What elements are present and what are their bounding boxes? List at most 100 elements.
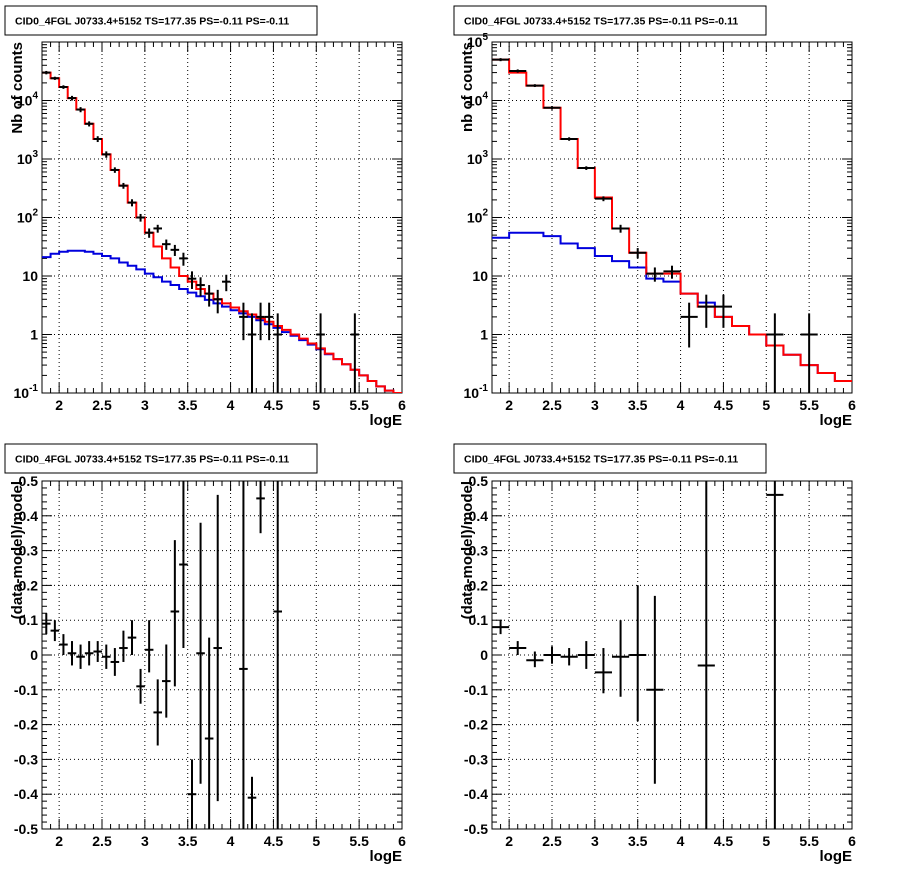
x-tick-label: 2.5: [92, 397, 112, 413]
data-point: [316, 313, 325, 393]
data-point: [697, 481, 715, 829]
data-point: [67, 641, 77, 666]
panel-title: CID0_4FGL J0733.4+5152 TS=177.35 PS=-0.1…: [15, 454, 289, 466]
y-axis-title: Nb of counts: [9, 42, 26, 134]
data-point: [247, 776, 257, 829]
y-tick-label: 0.1: [469, 612, 489, 628]
y-tick-label: 0.5: [469, 473, 489, 489]
data-point: [213, 289, 222, 314]
x-tick-label: 5.5: [349, 833, 369, 849]
data-point: [179, 481, 188, 649]
data-point: [222, 274, 231, 292]
data-point: [170, 244, 180, 256]
data-point: [84, 641, 94, 666]
data-layer: [42, 70, 402, 393]
data-point: [196, 277, 205, 297]
y-tick-label: -0.1: [14, 682, 38, 698]
x-tick-label: 2.5: [542, 397, 562, 413]
x-tick-label: 4: [227, 833, 235, 849]
data-point: [127, 199, 137, 207]
panel-title: CID0_4FGL J0733.4+5152 TS=177.35 PS=-0.1…: [464, 16, 738, 28]
data-point: [612, 224, 630, 233]
y-tick-label: 103: [17, 149, 39, 167]
data-point: [612, 620, 630, 697]
data-point: [256, 481, 265, 534]
panel-3: CID0_4FGL J0733.4+5152 TS=177.35 PS=-0.1…: [4, 443, 406, 865]
panel-2: CID0_4FGL J0733.4+5152 TS=177.35 PS=-0.1…: [453, 5, 856, 429]
ticks: [491, 480, 853, 830]
x-tick-label: 4: [677, 397, 685, 413]
data-point: [127, 620, 137, 655]
data-point: [93, 641, 102, 662]
y-axis-title: nb of counts: [459, 42, 476, 132]
data-point: [594, 196, 612, 202]
data-point: [766, 313, 784, 393]
data-point: [646, 267, 664, 282]
data-point: [256, 302, 265, 341]
x-tick-label: 2: [505, 833, 513, 849]
x-tick-label: 4.5: [264, 833, 284, 849]
y-tick-label: 104: [467, 91, 489, 109]
x-tick-label: 6: [848, 833, 856, 849]
data-layer: [492, 58, 852, 393]
x-tick-label: 6: [848, 397, 856, 413]
data-point: [102, 644, 111, 669]
data-point: [153, 679, 162, 746]
x-tick-label: 4: [677, 833, 685, 849]
y-tick-label: 0.4: [19, 508, 39, 524]
y-tick-label: 0.2: [19, 577, 39, 593]
x-tick-label: 4.5: [714, 833, 734, 849]
title-box: [4, 5, 318, 36]
data-layer: [492, 481, 784, 829]
y-tick-label: 102: [467, 208, 489, 226]
x-tick-label: 3.5: [178, 833, 198, 849]
data-point: [50, 76, 60, 80]
title-box: [453, 5, 767, 36]
panel-1: CID0_4FGL J0733.4+5152 TS=177.35 PS=-0.1…: [4, 5, 406, 429]
data-point: [800, 313, 818, 393]
data-point: [76, 644, 85, 669]
data-point: [84, 121, 94, 127]
data-point: [239, 302, 248, 341]
data-point: [102, 151, 111, 158]
data-point: [560, 137, 578, 141]
x-tick-label: 3: [141, 397, 149, 413]
data-point: [162, 239, 171, 250]
y-tick-label: -0.5: [14, 821, 38, 837]
data-point: [526, 651, 544, 668]
panel-title: CID0_4FGL J0733.4+5152 TS=177.35 PS=-0.1…: [15, 16, 289, 28]
y-tick-label: 103: [467, 149, 489, 167]
panel-title: CID0_4FGL J0733.4+5152 TS=177.35 PS=-0.1…: [464, 454, 738, 466]
grid: [492, 42, 852, 393]
y-tick-label: 0.5: [19, 473, 39, 489]
y-tick-label: 0.1: [19, 612, 39, 628]
data-point: [577, 166, 595, 170]
data-point: [187, 759, 197, 829]
data-point: [273, 481, 282, 829]
data-point: [766, 481, 784, 829]
x-axis-title: logE: [820, 412, 853, 429]
data-point: [646, 595, 664, 784]
x-tick-label: 2.5: [542, 833, 562, 849]
data-point: [577, 641, 595, 669]
y-tick-label: 1: [30, 327, 38, 343]
y-tick-label: 1: [480, 327, 488, 343]
data-point: [543, 646, 561, 664]
ticks: [491, 42, 853, 394]
y-tick-label: -0.3: [14, 751, 38, 767]
y-axis-title: (data-model)/model: [459, 481, 476, 619]
data-point: [76, 107, 85, 113]
panel-4: CID0_4FGL J0733.4+5152 TS=177.35 PS=-0.1…: [453, 443, 856, 865]
grid: [492, 481, 852, 829]
data-point: [59, 634, 68, 655]
x-axis-title: logE: [820, 848, 853, 865]
x-tick-label: 2.5: [92, 833, 112, 849]
x-tick-label: 5: [312, 833, 320, 849]
data-point: [204, 637, 214, 829]
x-tick-label: 2: [505, 397, 513, 413]
y-tick-label: 10: [472, 268, 488, 284]
x-tick-label: 5: [762, 833, 770, 849]
y-tick-label: 0.2: [469, 577, 489, 593]
data-point: [196, 522, 205, 784]
y-tick-label: 105: [467, 32, 489, 50]
